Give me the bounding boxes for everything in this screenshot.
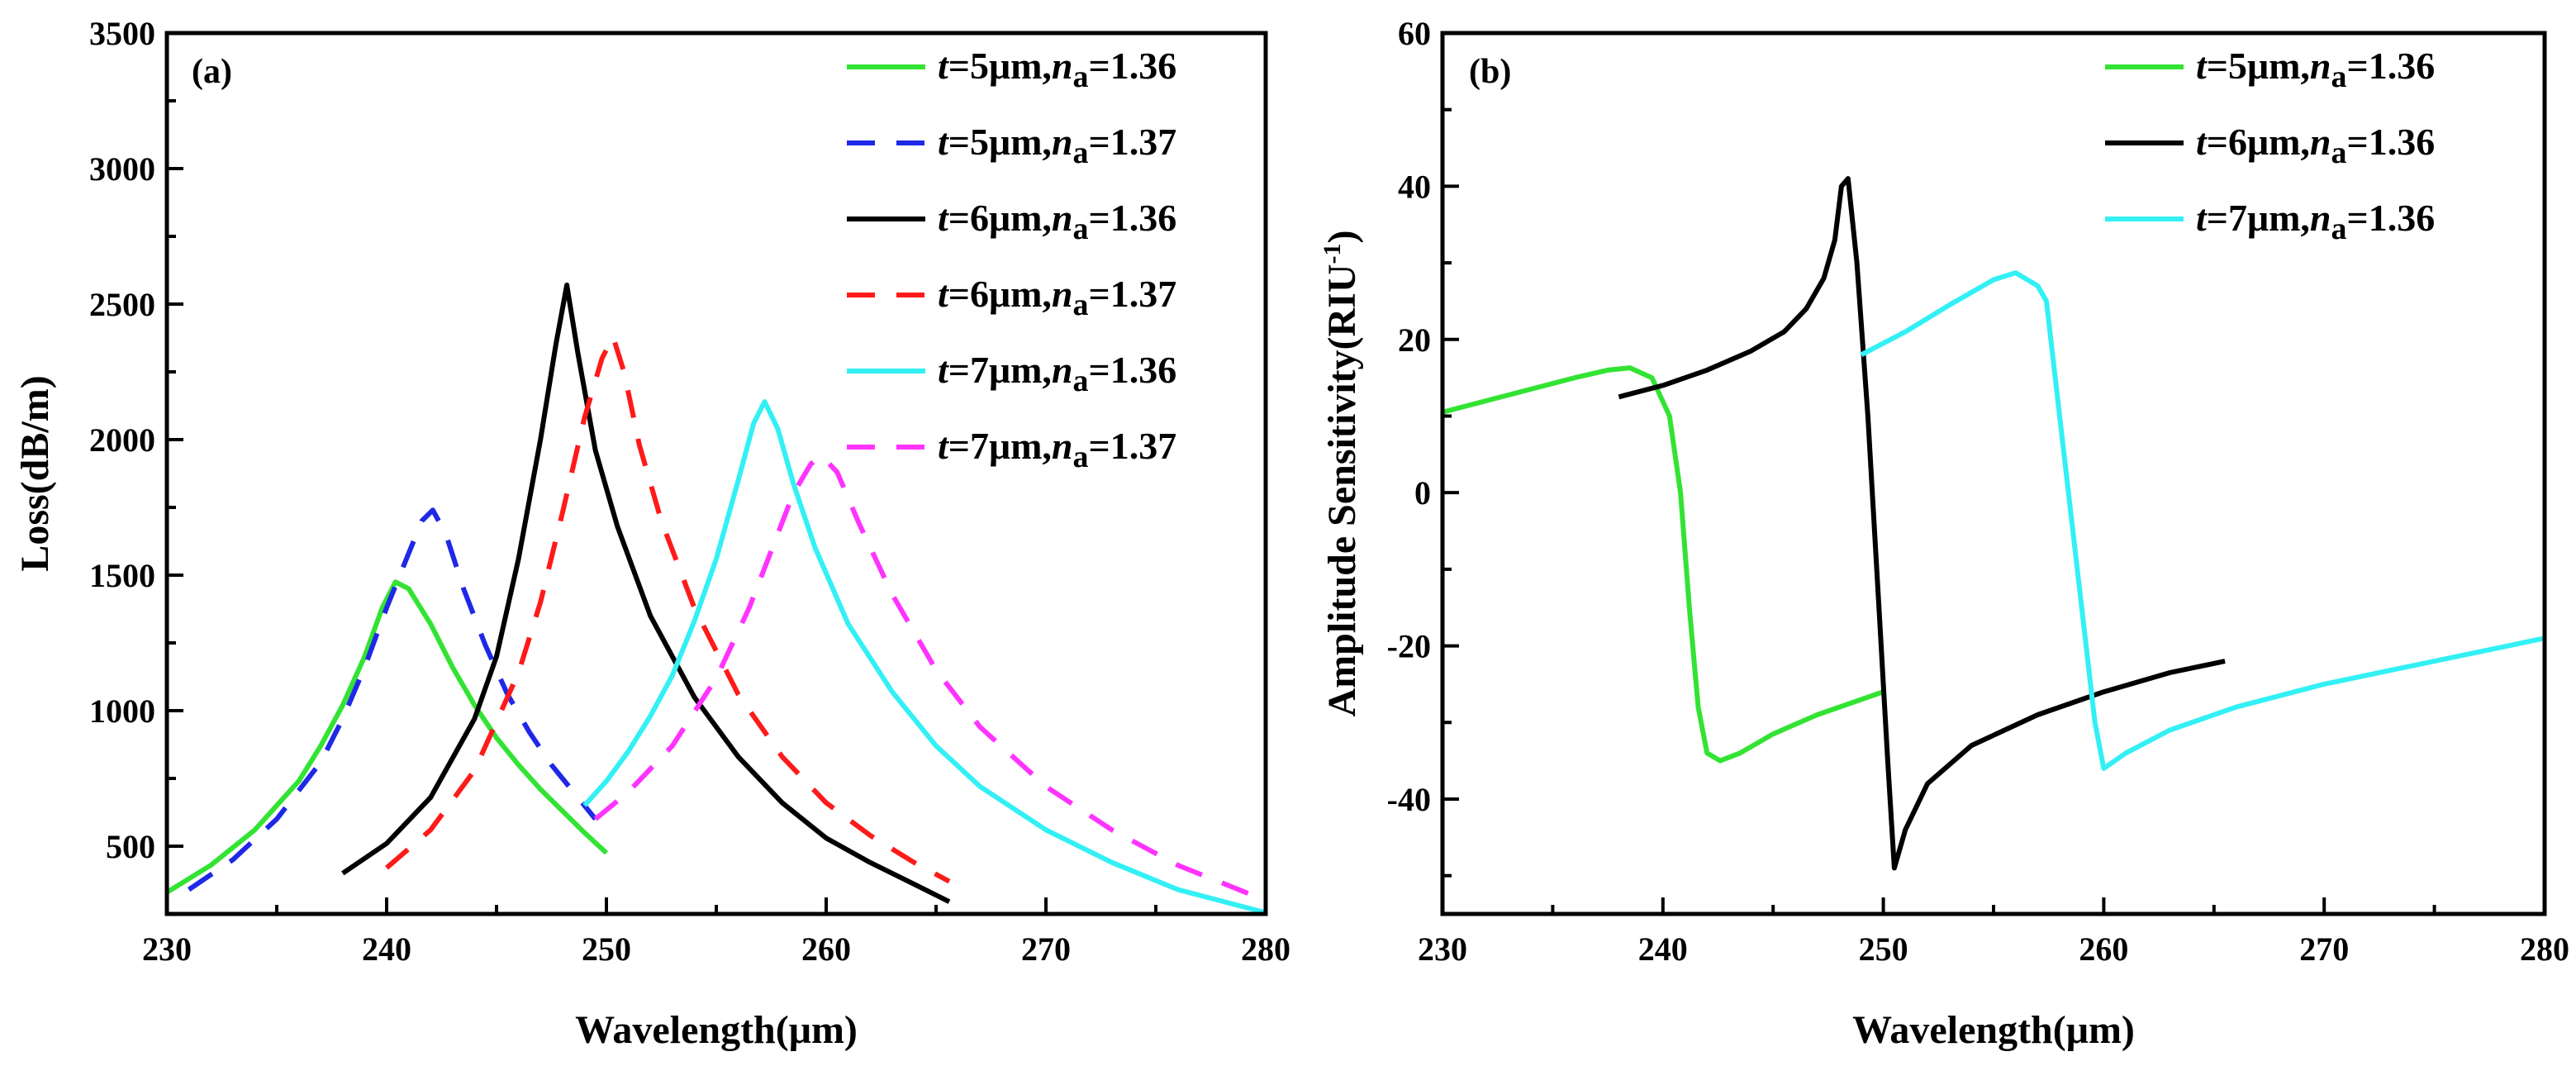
series-line-t7-na136 [1860, 270, 2545, 771]
y-tick-label: 60 [1398, 15, 1431, 52]
legend: t=5μm,na=1.36 t=6μm,na=1.36 t=7μm,na=1.36 [2105, 45, 2435, 246]
panel-label: (b) [1469, 53, 1511, 91]
x-tick-label: 260 [2079, 930, 2128, 968]
panel-a-loss-chart: 230 240 250 260 270 280 500 1000 1500 2000 2500 300… [13, 15, 1290, 1052]
legend-entry-label: t=7μm,na=1.36 [2196, 197, 2435, 246]
x-tick-label: 250 [582, 930, 631, 968]
x-tick-label: 270 [2299, 930, 2349, 968]
legend-entry-label: t=5μm,na=1.37 [938, 121, 1176, 170]
series-line-t5-na136 [1442, 365, 1884, 764]
series-line-t7-na136 [582, 399, 1267, 916]
series-line-t6-na136 [341, 283, 951, 904]
series-group [165, 283, 1267, 916]
series-line-t5-na137 [187, 507, 598, 892]
x-tick-label: 250 [1859, 930, 1908, 968]
y-axis-title: Loss(dB/m) [13, 375, 57, 571]
y-tick-label: 3500 [89, 15, 155, 52]
x-tick-label: 280 [1241, 930, 1290, 968]
legend-entry-label: t=6μm,na=1.36 [2196, 121, 2435, 170]
legend-entry-label: t=7μm,na=1.37 [938, 425, 1176, 474]
x-tick-label: 230 [1418, 930, 1467, 968]
legend-entry-label: t=6μm,na=1.36 [938, 197, 1176, 246]
x-tick-label: 260 [801, 930, 851, 968]
plot-frame [1440, 31, 2547, 916]
y-tick-label: -20 [1387, 628, 1431, 665]
y-tick-label: 0 [1414, 474, 1431, 512]
y-tick-label: 1500 [89, 557, 155, 594]
x-tick-label: 270 [1021, 930, 1071, 968]
series-group [1442, 176, 2545, 871]
y-tick-label: 20 [1398, 321, 1431, 359]
legend-entry-label: t=7μm,na=1.36 [938, 349, 1176, 398]
series-line-t6-na137 [385, 334, 951, 884]
series-line-t7-na137 [593, 453, 1267, 903]
y-tick-label: 2500 [89, 286, 155, 323]
panel-b-amplitude-sensitivity-chart: 230 240 250 260 270 280 -40 -20 0 20 40 60 Wavelengt… [1319, 15, 2569, 1052]
legend-entry-label: t=5μm,na=1.36 [2196, 45, 2435, 94]
legend-entry-label: t=6μm,na=1.37 [938, 273, 1176, 322]
y-tick-label: 40 [1398, 168, 1431, 205]
y-axis-title: Amplitude Sensitivity(RIU-1) [1319, 230, 1364, 716]
x-tick-label: 240 [1638, 930, 1688, 968]
legend: t=5μm,na=1.36 t=5μm,na=1.37 t=6μm,na=1.36 t… [847, 45, 1176, 474]
x-tick-label: 280 [2520, 930, 2569, 968]
y-tick-label: 500 [106, 828, 155, 865]
x-tick-label: 230 [142, 930, 192, 968]
series-line-t6-na136 [1618, 176, 2226, 871]
y-tick-label: 1000 [89, 692, 155, 730]
x-axis-title: Wavelength(μm) [575, 1008, 858, 1052]
x-axis-title: Wavelength(μm) [1852, 1008, 2135, 1052]
x-tick-label: 240 [362, 930, 411, 968]
y-tick-label: -40 [1387, 781, 1431, 818]
legend-entry-label: t=5μm,na=1.36 [938, 45, 1176, 94]
y-tick-label: 2000 [89, 421, 155, 459]
y-tick-label: 3000 [89, 150, 155, 188]
plot-frame [164, 31, 1268, 916]
panel-label: (a) [192, 53, 232, 91]
series-line-t5-na136 [165, 579, 609, 895]
